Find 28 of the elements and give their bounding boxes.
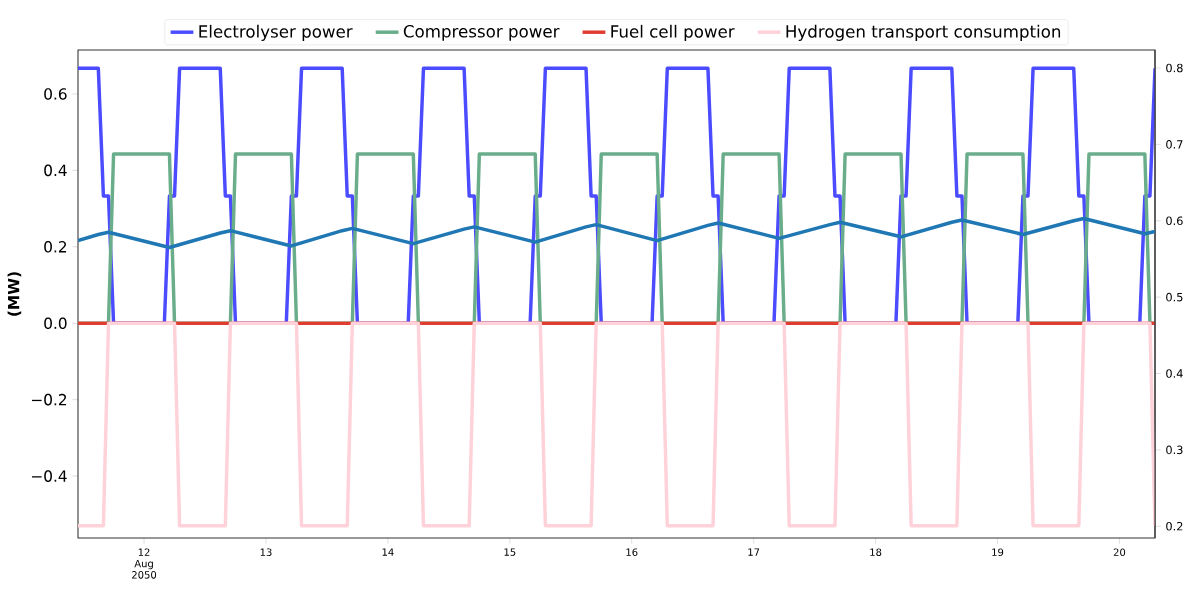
y-tick-label: −0.2 [32, 393, 67, 406]
line-series [78, 216, 1156, 250]
x-tick-label: 13 [260, 548, 272, 556]
legend-label: Hydrogen transport consumption [786, 24, 1061, 41]
y-axis-title: (MW) [7, 272, 22, 316]
x-tick-label: 15 [504, 548, 516, 556]
x-tick-label: 18 [870, 548, 882, 556]
y2-tick-label: 0.5 [1166, 292, 1183, 302]
y-tick-label: 0.0 [44, 317, 67, 330]
x-tick-label: 16 [626, 548, 638, 556]
y2-tick-label: 0.2 [1166, 521, 1183, 531]
y-tick-label: 0.2 [44, 241, 67, 253]
y2-tick-label: 0.8 [1166, 63, 1183, 73]
legend-label: Fuel cell power [611, 24, 735, 41]
y-tick-label: −0.4 [32, 470, 67, 482]
legend-label: Compressor power [403, 25, 560, 41]
y-tick-label: 0.4 [44, 164, 67, 177]
legend-label: Electrolyser power [199, 24, 353, 41]
x-tick-label: 14 [382, 548, 394, 556]
y-tick-label: 0.6 [44, 88, 67, 100]
y2-tick-label: 0.7 [1166, 140, 1183, 149]
x-tick-label: 12 Aug 2050 [132, 548, 157, 579]
y2-tick-label: 0.6 [1166, 216, 1183, 226]
x-tick-label: 20 [1113, 548, 1126, 556]
y2-tick-label: 0.3 [1166, 445, 1183, 455]
x-tick-label: 17 [748, 548, 760, 556]
x-tick-label: 19 [992, 548, 1004, 556]
y2-tick-label: 0.4 [1166, 369, 1183, 378]
